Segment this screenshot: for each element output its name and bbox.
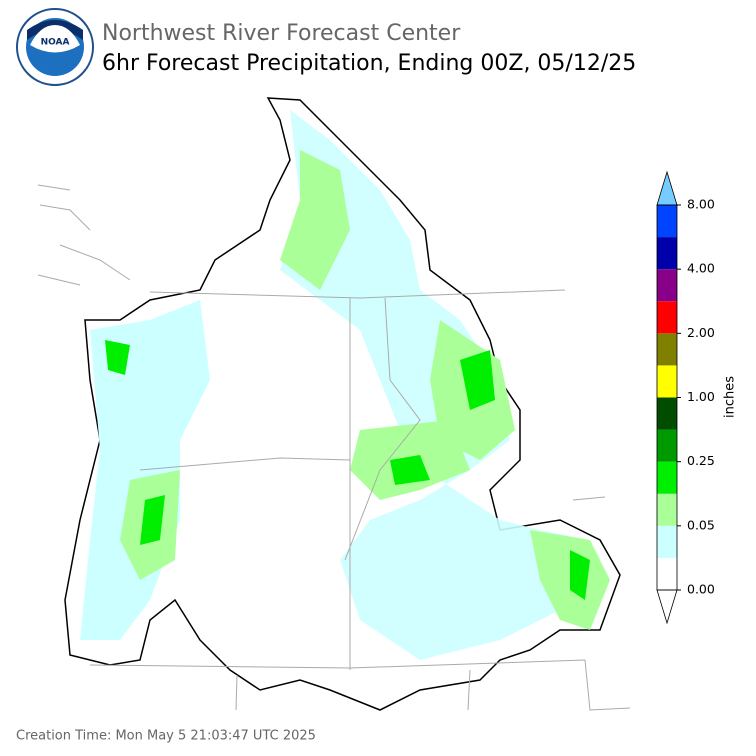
colorbar-segment: [657, 429, 677, 462]
colorbar-segment: [657, 397, 677, 430]
colorbar-segment: [657, 333, 677, 366]
colorbar-segment: [657, 269, 677, 302]
colorbar-segment: [657, 237, 677, 270]
title: Northwest River Forecast Center: [102, 21, 461, 46]
colorbar-segment: [657, 557, 677, 590]
colorbar-tick-label: 8.00: [687, 197, 715, 212]
colorbar: 0.00 0.05 0.25 1.00 2.00 4.00 8.00: [656, 170, 715, 625]
colorbar-tick-label: 2.00: [687, 325, 715, 340]
colorbar-over: [656, 170, 678, 206]
colorbar-segment: [657, 205, 677, 238]
colorbar-segment: [657, 461, 677, 494]
colorbar-label: inches: [723, 376, 738, 418]
colorbar-segment: [657, 365, 677, 398]
colorbar-tick-label: 1.00: [687, 389, 715, 404]
colorbar-tick-label: 0.00: [687, 582, 715, 597]
colorbar-segment: [657, 525, 677, 558]
colorbar-under: [656, 589, 678, 625]
subtitle: 6hr Forecast Precipitation, Ending 00Z, …: [102, 51, 636, 76]
map: [37, 97, 631, 711]
colorbar-segment: [657, 301, 677, 334]
noaa-logo: NOAA: [16, 8, 94, 86]
svg-text:NOAA: NOAA: [41, 38, 70, 48]
colorbar-tick-label: 0.25: [687, 453, 715, 468]
creation-time: Creation Time: Mon May 5 21:03:47 UTC 20…: [16, 729, 316, 744]
colorbar-tick-label: 4.00: [687, 261, 715, 276]
colorbar-segment: [657, 493, 677, 526]
colorbar-tick-label: 0.05: [687, 517, 715, 532]
